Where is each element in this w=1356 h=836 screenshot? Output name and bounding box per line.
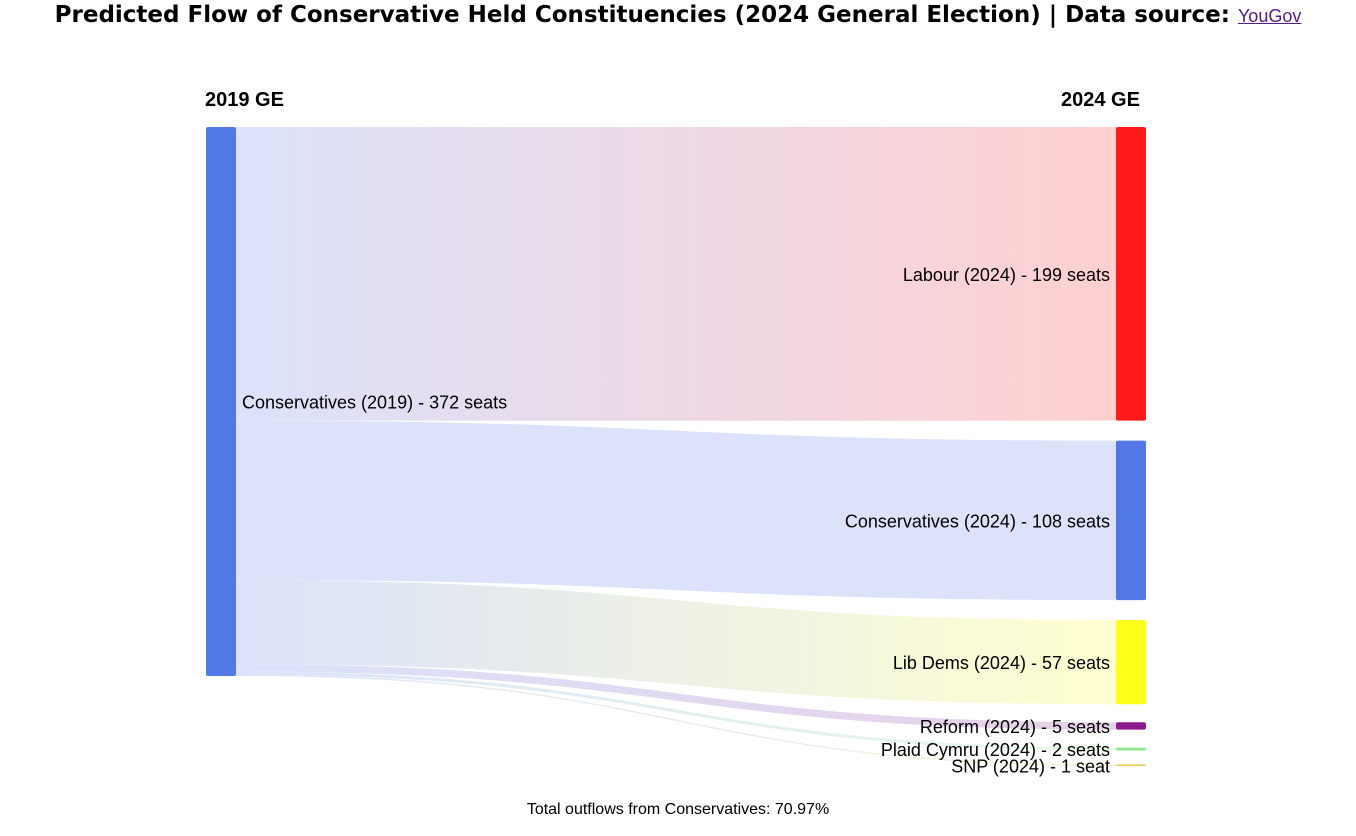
node-snp-2024 (1116, 764, 1146, 766)
sankey-links (236, 127, 1116, 766)
node-label-snp-2024: SNP (2024) - 1 seat (951, 756, 1110, 776)
node-label-conservatives-2019: Conservatives (2019) - 372 seats (242, 393, 507, 413)
node-labour-2024 (1116, 127, 1146, 421)
link-conservatives (236, 420, 1116, 601)
chart-title-text: Predicted Flow of Conservative Held Cons… (54, 2, 1230, 28)
node-label-reform-2024: Reform (2024) - 5 seats (920, 717, 1110, 737)
node-plaid-cymru-2024 (1116, 747, 1146, 751)
chart-title: Predicted Flow of Conservative Held Cons… (0, 2, 1356, 28)
node-reform-2024 (1116, 722, 1146, 730)
left-column-label: 2019 GE (205, 89, 284, 111)
node-label-conservatives-2024: Conservatives (2024) - 108 seats (845, 511, 1110, 531)
yougov-link[interactable]: YouGov (1237, 6, 1302, 26)
link-reform (236, 664, 1116, 730)
node-conservatives-2024 (1116, 440, 1146, 601)
right-column-label: 2024 GE (1061, 89, 1140, 111)
link-labour (236, 127, 1116, 421)
link-snp (236, 674, 1116, 766)
node-label-lib-dems-2024: Lib Dems (2024) - 57 seats (893, 653, 1110, 673)
outflow-footer: Total outflows from Conservatives: 70.97… (526, 801, 830, 818)
node-lib-dems-2024 (1116, 620, 1146, 705)
node-conservatives-2019 (206, 127, 236, 676)
node-label-plaid-cymru-2024: Plaid Cymru (2024) - 2 seats (881, 740, 1110, 760)
sankey-nodes (206, 127, 1146, 766)
link-lib-dems (236, 580, 1116, 705)
node-label-labour-2024: Labour (2024) - 199 seats (903, 265, 1110, 285)
sankey-labels: Conservatives (2019) - 372 seats Labour (… (242, 265, 1110, 776)
link-plaid-cymru (236, 671, 1116, 751)
